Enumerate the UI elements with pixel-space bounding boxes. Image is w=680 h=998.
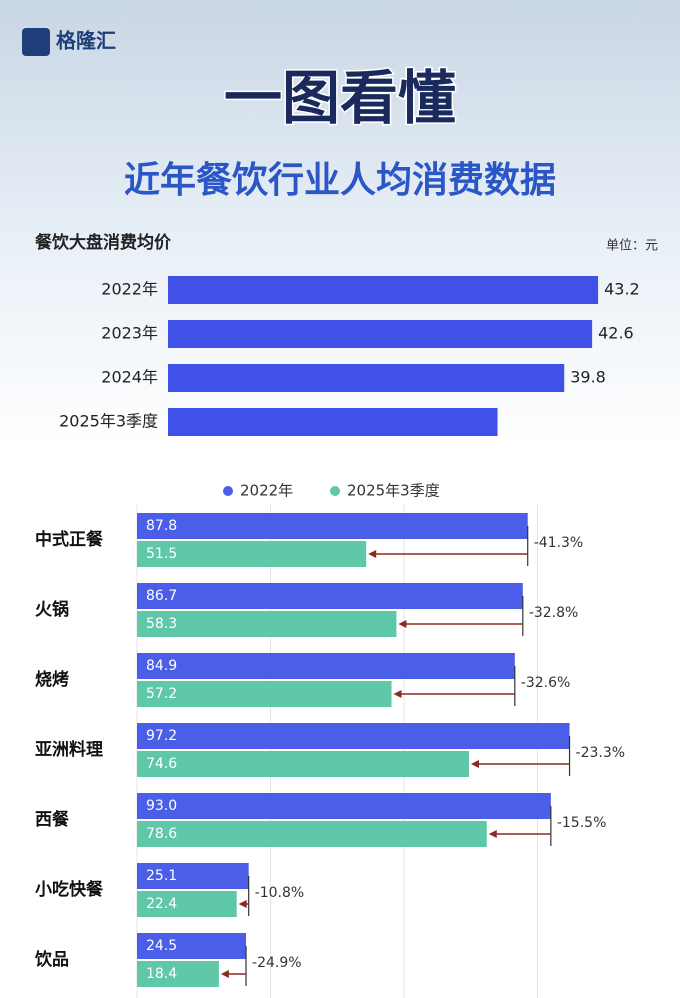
value-label: 22.4 (146, 896, 177, 912)
value-label: 24.5 (146, 938, 177, 954)
category-label: 中式正餐 (35, 529, 104, 550)
subtitle: 近年餐饮行业人均消费数据 (124, 160, 556, 201)
value-label: 87.8 (146, 518, 177, 534)
bar (137, 611, 397, 637)
change-label: -24.9% (252, 955, 302, 971)
category-label: 西餐 (35, 809, 70, 830)
logo: 格隆汇 (56, 29, 116, 53)
arrow-head (398, 620, 407, 628)
change-label: -10.8% (255, 885, 305, 901)
arrow-head (368, 550, 377, 558)
value-label: 42.6 (598, 324, 634, 343)
arrow-head (488, 830, 497, 838)
arrow-head (393, 690, 402, 698)
change-label: -15.5% (557, 815, 607, 831)
change-label: -41.3% (534, 535, 584, 551)
bar (137, 723, 570, 749)
bar (168, 320, 593, 348)
bar (137, 583, 523, 609)
logo-icon (22, 28, 50, 56)
value-label: 18.4 (146, 966, 177, 982)
value-label: 39.8 (570, 368, 606, 387)
category-label: 2022年 (101, 280, 158, 299)
bar (137, 751, 469, 777)
value-label: 25.1 (146, 868, 177, 884)
change-label: -23.3% (576, 745, 626, 761)
legend-marker (223, 486, 233, 496)
chart-title: 餐饮大盘消费均价 (35, 232, 172, 253)
value-label: 97.2 (146, 728, 177, 744)
legend-label: 2022年 (240, 482, 293, 500)
category-label: 2023年 (101, 324, 158, 343)
value-label: 58.3 (146, 616, 177, 632)
category-label: 火锅 (35, 599, 69, 620)
legend-label: 2025年3季度 (347, 482, 440, 500)
value-label: 93.0 (146, 798, 177, 814)
bar (137, 681, 392, 707)
change-label: -32.8% (529, 605, 579, 621)
value-label: 57.2 (146, 686, 177, 702)
category-label: 饮品 (34, 949, 69, 970)
value-label: 51.5 (146, 546, 177, 562)
arrow-head (220, 970, 229, 978)
bar (137, 863, 249, 889)
bar (137, 541, 367, 567)
category-label: 亚洲料理 (35, 739, 103, 760)
bar (137, 653, 515, 679)
arrow-head (470, 760, 479, 768)
bar (168, 364, 565, 392)
arrow-head (238, 900, 247, 908)
category-label: 2025年3季度 (59, 412, 158, 431)
title: 一图看懂 (224, 64, 456, 132)
bar (137, 933, 247, 959)
unit: 单位：元 (606, 239, 658, 254)
value-label: 74.6 (146, 756, 177, 772)
category-label: 小吃快餐 (35, 879, 104, 900)
bar (168, 408, 498, 436)
bar (137, 961, 219, 987)
change-label: -32.6% (521, 675, 571, 691)
category-label: 2024年 (101, 368, 158, 387)
bar (137, 793, 551, 819)
value-label: 86.7 (146, 588, 177, 604)
value-label: 43.2 (604, 280, 640, 299)
bar (137, 513, 528, 539)
bar (137, 891, 237, 917)
bar (137, 821, 487, 847)
category-label: 烧烤 (35, 669, 69, 690)
bar (168, 276, 599, 304)
value-label: 78.6 (146, 826, 177, 842)
value-label: 84.9 (146, 658, 177, 674)
legend-marker (330, 486, 340, 496)
